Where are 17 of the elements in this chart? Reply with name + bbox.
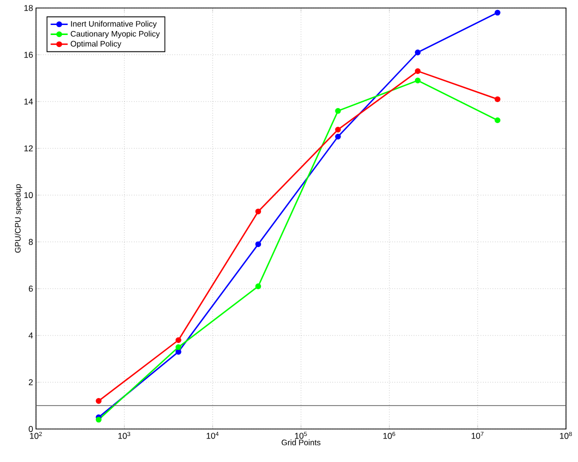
y-tick-label: 8 xyxy=(28,238,33,245)
x-tick-label: 10$^{6}$ xyxy=(383,432,396,439)
x-tick-label: 10$^{2}$ xyxy=(30,432,42,439)
x-tick-label: 10$^{3}$ xyxy=(118,432,130,439)
y-tick-label: 4 xyxy=(28,332,33,338)
x-tick-label: 10$^{5}$ xyxy=(295,432,307,439)
y-tick-label: 0 xyxy=(28,426,33,432)
x-tick-label: 10$^{7}$ xyxy=(472,432,484,439)
y-tick-label: 14 xyxy=(24,98,33,104)
x-tick-label: 10$^{4}$ xyxy=(206,432,219,439)
x-tick-label: 10$^{8}$ xyxy=(560,432,572,439)
y-tick-label: 16 xyxy=(24,52,33,58)
y-tick-label: 2 xyxy=(28,379,33,386)
y-tick-label: 18 xyxy=(24,5,33,11)
y-tick-label: 10 xyxy=(24,192,33,198)
y-tick-label: 6 xyxy=(28,286,33,292)
y-tick-label: 12 xyxy=(24,145,33,152)
